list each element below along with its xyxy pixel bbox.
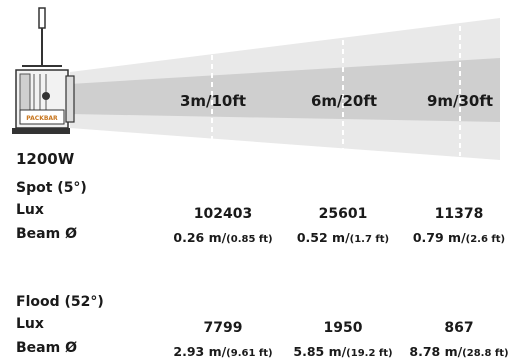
- fixture-logo: PACKBAR: [26, 115, 58, 122]
- spot-beam-cone: [70, 58, 500, 122]
- beam-diagram: PACKBAR: [12, 7, 500, 160]
- spot-lux-value-3: 11378: [434, 206, 484, 222]
- spot-beam-value-1: 0.26 m/(0.85 ft): [173, 230, 273, 245]
- distance-label-2: 6m/20ft: [310, 92, 378, 110]
- spot-mode-label: Spot (5°): [16, 180, 87, 196]
- flood-beam-label: Beam Ø: [16, 340, 77, 356]
- spot-lux-label: Lux: [16, 202, 44, 218]
- distance-label-1: 3m/10ft: [179, 92, 247, 110]
- flood-mode-label: Flood (52°): [16, 294, 104, 310]
- flood-lux-value-3: 867: [444, 320, 474, 336]
- flood-lux-value-1: 7799: [203, 320, 243, 336]
- spot-lux-value-1: 102403: [193, 206, 253, 222]
- flood-beam-value-1: 2.93 m/(9.61 ft): [173, 344, 273, 359]
- flood-lux-label: Lux: [16, 316, 44, 332]
- spot-lux-value-2: 25601: [318, 206, 368, 222]
- wattage-label: 1200W: [16, 150, 75, 168]
- spot-beam-value-2: 0.52 m/(1.7 ft): [296, 230, 390, 245]
- fixture-illustration: [12, 7, 75, 134]
- distance-label-3: 9m/30ft: [426, 92, 494, 110]
- flood-beam-value-2: 5.85 m/(19.2 ft): [293, 344, 393, 359]
- spot-beam-value-3: 0.79 m/(2.6 ft): [412, 230, 506, 245]
- flood-lux-value-2: 1950: [323, 320, 363, 336]
- flood-beam-value-3: 8.78 m/(28.8 ft): [409, 344, 509, 359]
- spot-beam-label: Beam Ø: [16, 226, 77, 242]
